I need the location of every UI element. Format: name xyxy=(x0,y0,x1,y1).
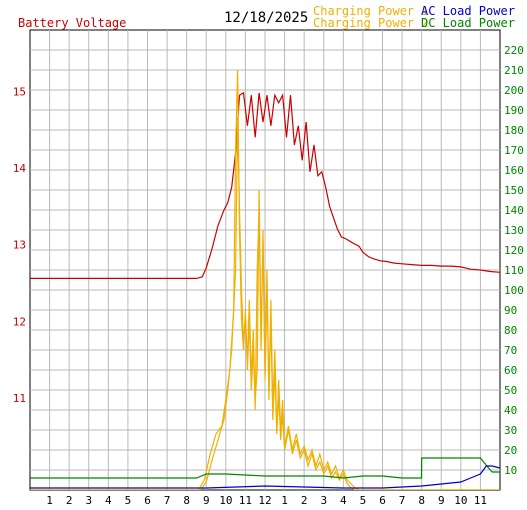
chart-date: 12/18/2025 xyxy=(224,10,309,26)
right-tick-label: 200 xyxy=(504,84,524,97)
left-tick-label: 11 xyxy=(13,392,26,405)
right-tick-label: 40 xyxy=(504,404,517,417)
x-tick-label: 8 xyxy=(183,494,190,507)
right-tick-label: 50 xyxy=(504,384,517,397)
right-tick-label: 60 xyxy=(504,364,517,377)
x-tick-label: 10 xyxy=(219,494,232,507)
right-tick-label: 120 xyxy=(504,244,524,257)
right-tick-label: 20 xyxy=(504,444,517,457)
left-tick-label: 13 xyxy=(13,239,26,252)
right-tick-label: 140 xyxy=(504,204,524,217)
x-tick-label: 8 xyxy=(418,494,425,507)
x-tick-label: 10 xyxy=(454,494,467,507)
right-tick-label: 30 xyxy=(504,424,517,437)
series-ac-load-power-line xyxy=(30,465,500,489)
right-tick-label: 130 xyxy=(504,224,524,237)
right-tick-label: 160 xyxy=(504,164,524,177)
x-tick-label: 9 xyxy=(203,494,210,507)
right-tick-label: 80 xyxy=(504,324,517,337)
x-tick-label: 1 xyxy=(281,494,288,507)
x-tick-label: 3 xyxy=(85,494,92,507)
legend-ac-load-power: AC Load Power xyxy=(421,4,515,18)
right-tick-label: 170 xyxy=(504,144,524,157)
right-tick-label: 90 xyxy=(504,304,517,317)
series-charging-power-2-line xyxy=(30,119,500,490)
right-tick-label: 110 xyxy=(504,264,524,277)
x-tick-label: 11 xyxy=(474,494,487,507)
legend-charging-power-1: Charging Power 1 xyxy=(313,4,429,18)
right-tick-label: 220 xyxy=(504,44,524,57)
x-tick-label: 6 xyxy=(379,494,386,507)
x-tick-label: 5 xyxy=(125,494,132,507)
x-tick-label: 6 xyxy=(144,494,151,507)
right-tick-label: 190 xyxy=(504,104,524,117)
right-tick-label: 100 xyxy=(504,284,524,297)
right-tick-label: 180 xyxy=(504,124,524,137)
x-tick-label: 4 xyxy=(105,494,112,507)
x-tick-label: 2 xyxy=(66,494,73,507)
x-tick-label: 3 xyxy=(320,494,327,507)
series-dc-load-power-line xyxy=(30,457,500,479)
x-tick-label: 12 xyxy=(258,494,271,507)
x-tick-label: 7 xyxy=(399,494,406,507)
left-tick-label: 15 xyxy=(13,85,26,98)
legend-dc-load-power: DC Load Power xyxy=(421,16,515,30)
left-tick-label: 12 xyxy=(13,315,26,328)
right-tick-label: 210 xyxy=(504,64,524,77)
right-tick-label: 10 xyxy=(504,464,517,477)
x-tick-label: 5 xyxy=(360,494,367,507)
left-axis-title: Battery Voltage xyxy=(18,16,127,30)
x-tick-label: 7 xyxy=(164,494,171,507)
left-tick-label: 14 xyxy=(13,162,27,175)
x-tick-label: 4 xyxy=(340,494,347,507)
x-tick-label: 1 xyxy=(46,494,53,507)
x-tick-label: 11 xyxy=(239,494,252,507)
x-tick-label: 9 xyxy=(438,494,445,507)
right-tick-label: 70 xyxy=(504,344,517,357)
right-tick-label: 150 xyxy=(504,184,524,197)
x-tick-label: 2 xyxy=(301,494,308,507)
legend-charging-power-2: Charging Power 2 xyxy=(313,16,429,30)
